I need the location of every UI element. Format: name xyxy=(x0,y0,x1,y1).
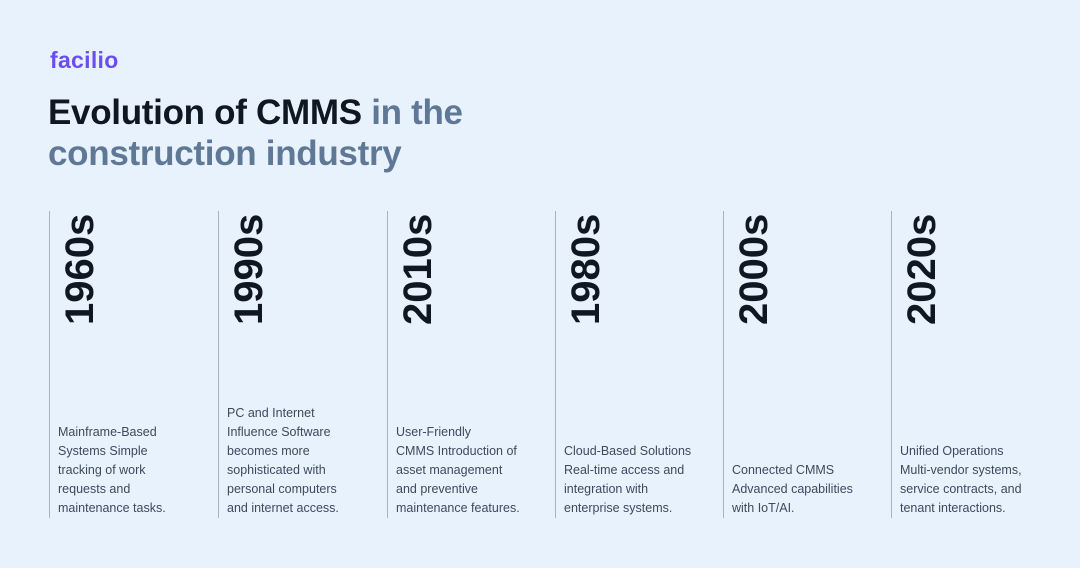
description-line: integration with xyxy=(564,482,649,496)
decade-description: Mainframe-Based Systems Simple tracking of… xyxy=(58,423,166,518)
timeline-column: 1980s Cloud-Based Solutions Real-time acce… xyxy=(555,211,716,518)
description-line: enterprise systems. xyxy=(564,501,673,515)
page-title: Evolution of CMMS in the construction ind… xyxy=(48,92,463,174)
description-line: Influence Software xyxy=(227,425,331,439)
description-line: personal computers xyxy=(227,482,337,496)
decade-text: 1990s xyxy=(227,213,271,325)
decade-description: Connected CMMS Advanced capabilities with … xyxy=(732,461,853,518)
description-line: Cloud-Based Solutions xyxy=(564,444,692,458)
title-muted-1: in the xyxy=(371,93,463,132)
decade-text: 2020s xyxy=(900,213,944,325)
decade-label: 1990s xyxy=(227,213,271,333)
decade-label: 2000s xyxy=(732,213,776,333)
description-line: PC and Internet xyxy=(227,406,315,420)
timeline-column: 2000s Connected CMMS Advanced capabilities… xyxy=(723,211,884,518)
description-line: User-Friendly xyxy=(396,425,472,439)
decade-label: 2020s xyxy=(900,213,944,333)
description-line: and internet access. xyxy=(227,501,339,515)
timeline-column: 1960s Mainframe-Based Systems Simple tracki… xyxy=(49,211,210,518)
timeline-column: 1990s PC and Internet Influence Software be… xyxy=(218,211,379,518)
title-muted-2: construction industry xyxy=(48,134,402,173)
description-line: tenant interactions. xyxy=(900,501,1006,515)
description-line: Advanced capabilities xyxy=(732,482,853,496)
timeline-column: 2020s Unified Operations Multi-vendor syst… xyxy=(891,211,1052,518)
decade-label: 1980s xyxy=(564,213,608,333)
description-line: maintenance tasks. xyxy=(58,501,166,515)
decade-label: 1960s xyxy=(58,213,102,333)
decade-description: PC and Internet Influence Software becomes… xyxy=(227,404,339,518)
facilio-logo: facilio xyxy=(50,47,119,73)
description-line: maintenance features. xyxy=(396,501,520,515)
decade-description: Cloud-Based Solutions Real-time access an… xyxy=(564,442,691,518)
description-line: asset management xyxy=(396,463,503,477)
description-line: service contracts, and xyxy=(900,482,1022,496)
description-line: CMMS Introduction of xyxy=(396,444,517,458)
decade-text: 1960s xyxy=(58,213,102,325)
title-strong: Evolution of CMMS xyxy=(48,93,362,132)
decade-text: 1980s xyxy=(564,213,608,325)
description-line: requests and xyxy=(58,482,131,496)
description-line: Multi-vendor systems, xyxy=(900,463,1022,477)
description-line: sophisticated with xyxy=(227,463,326,477)
timeline-column: 2010s User-Friendly CMMS Introduction of as… xyxy=(387,211,548,518)
decade-description: User-Friendly CMMS Introduction of asset m… xyxy=(396,423,520,518)
description-line: Connected CMMS xyxy=(732,463,835,477)
decade-text: 2010s xyxy=(396,213,440,325)
decade-text: 2000s xyxy=(732,213,776,325)
description-line: with IoT/AI. xyxy=(732,501,795,515)
decade-description: Unified Operations Multi-vendor systems, s… xyxy=(900,442,1022,518)
decade-label: 2010s xyxy=(396,213,440,333)
description-line: Unified Operations xyxy=(900,444,1004,458)
description-line: Real-time access and xyxy=(564,463,685,477)
description-line: and preventive xyxy=(396,482,479,496)
description-line: Systems Simple xyxy=(58,444,148,458)
description-line: Mainframe-Based xyxy=(58,425,157,439)
description-line: becomes more xyxy=(227,444,310,458)
description-line: tracking of work xyxy=(58,463,146,477)
